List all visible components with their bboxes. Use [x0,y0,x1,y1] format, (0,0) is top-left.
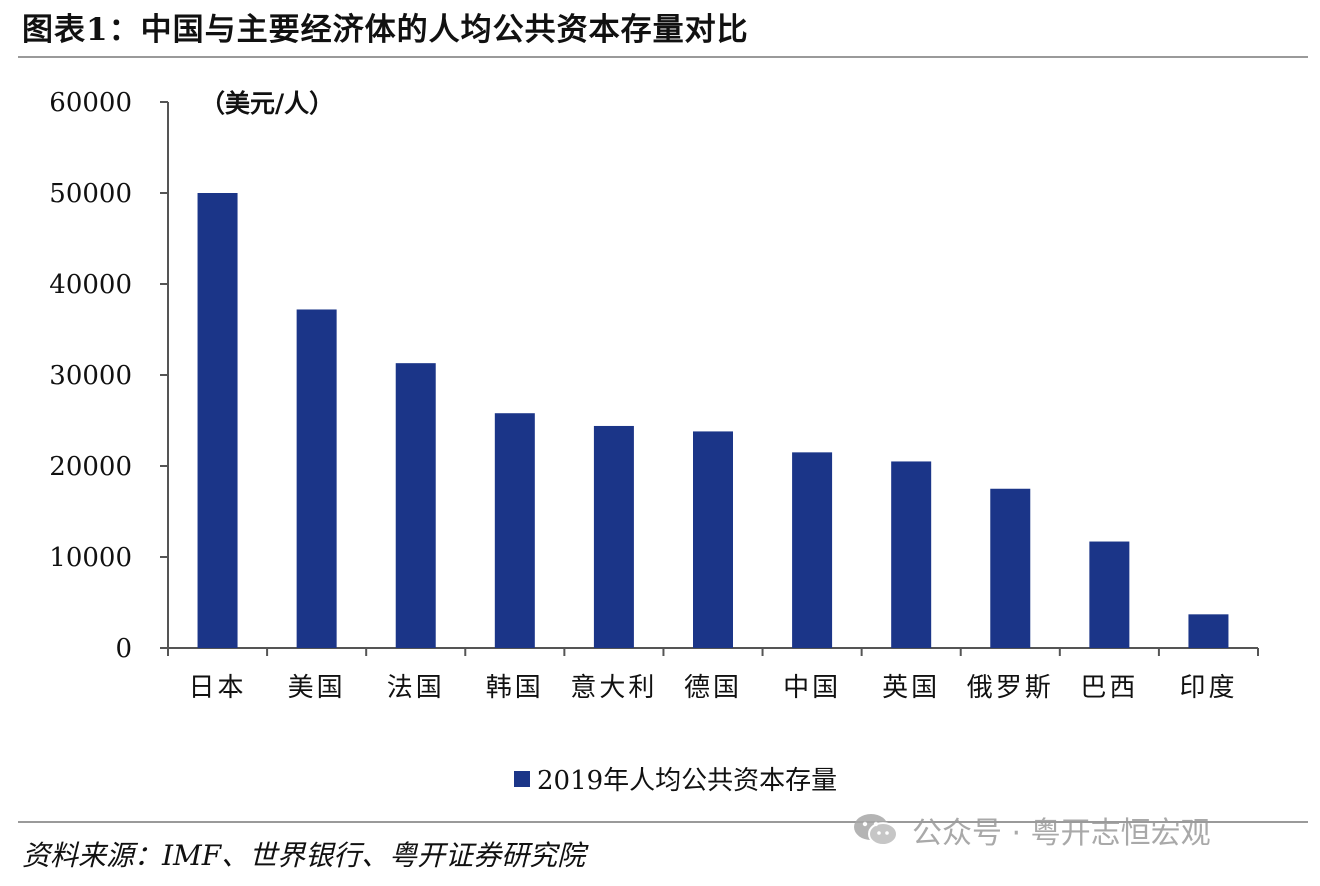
figure-title: 图表1：中国与主要经济体的人均公共资本存量对比 [22,12,749,48]
watermark: 公众号 · 粤开志恒宏观 [852,808,1211,852]
x-tick-label: 法国 [387,673,445,703]
bar-4 [494,413,535,648]
y-tick-label: 40000 [49,270,132,300]
legend-label: 2019年人均公共资本存量 [537,766,837,796]
legend: 2019年人均公共资本存量 [514,766,837,796]
x-tick-label: 日本 [189,673,247,703]
bar-8 [891,461,932,648]
legend-swatch [514,771,530,787]
x-axis: 日本 美国 法国 韩国 意大利 德国 中国 英国 俄罗斯 巴西 印度 [167,647,1259,703]
x-tick-label: 美国 [288,673,346,703]
source-note: 资料来源：IMF、世界银行、粤开证券研究院 [22,839,586,872]
x-tick-label: 中国 [783,673,841,703]
bar-10 [1089,541,1130,648]
bar-6 [693,431,733,648]
x-tick-label: 巴西 [1080,673,1138,703]
bar-9 [990,488,1031,648]
x-tick-label: 英国 [882,673,940,703]
x-tick-label: 韩国 [486,673,544,703]
y-unit-label: （美元/人） [200,89,334,118]
bar-3 [395,363,436,648]
watermark-text: 公众号 · 粤开志恒宏观 [912,816,1211,851]
y-tick-label: 60000 [49,88,132,118]
bar-11 [1188,614,1229,648]
x-tick-label: 印度 [1179,673,1237,703]
x-tick-label: 德国 [684,673,742,703]
x-tick-label: 意大利 [570,673,657,703]
x-tick-label: 俄罗斯 [967,673,1054,703]
title-divider [18,56,1308,58]
y-tick-label: 0 [115,634,132,664]
y-tick-label: 10000 [49,543,132,573]
bar-5 [593,425,634,648]
wechat-icon [854,814,898,846]
y-tick-label: 20000 [49,452,132,482]
y-tick-label: 30000 [49,361,132,391]
bar-7 [792,452,833,648]
y-tick-label: 50000 [49,179,132,209]
source-divider [18,821,1308,823]
bar-1 [197,193,238,648]
bar-chart: 0 10000 20000 30000 40000 50000 60000 （美元/人） 日本… [49,88,1259,796]
y-axis: 0 10000 20000 30000 40000 50000 60000 （美元/人） [49,88,334,664]
bars [197,193,1229,648]
bar-2 [296,309,337,648]
